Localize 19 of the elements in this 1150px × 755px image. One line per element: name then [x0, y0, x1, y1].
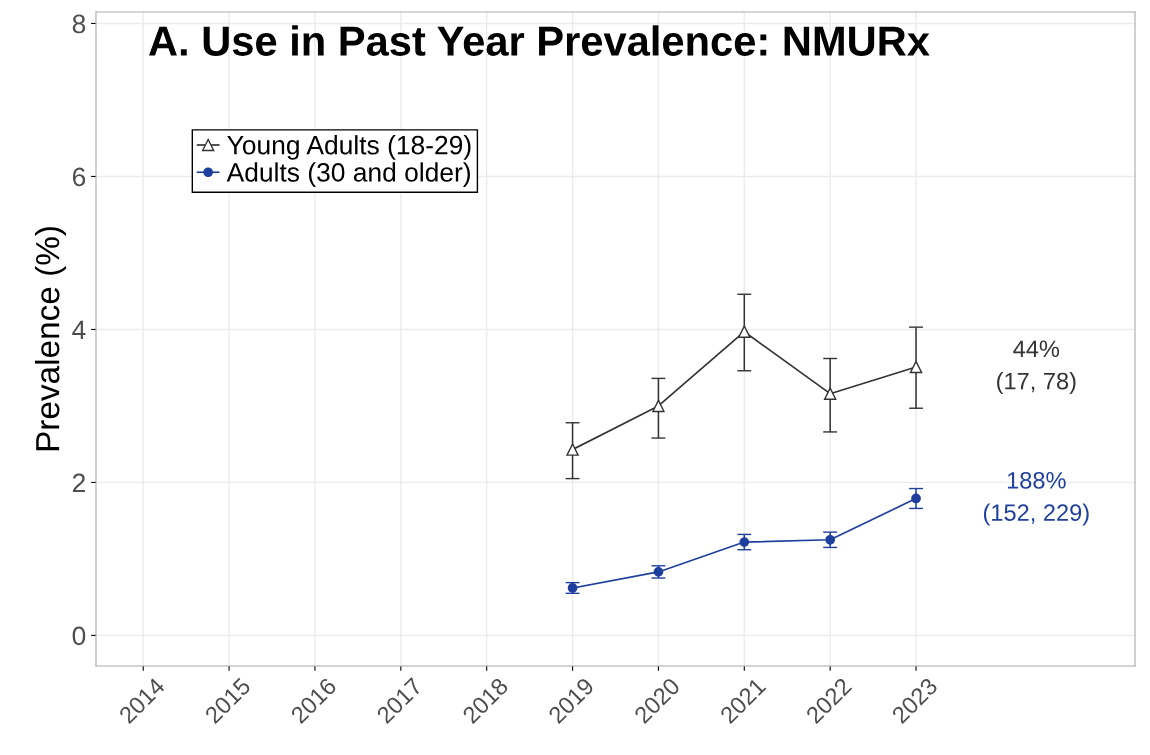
point — [909, 360, 923, 374]
annotation: 188% (152, 229) — [983, 471, 1089, 526]
point — [739, 537, 750, 547]
point — [652, 399, 665, 413]
legend-label: Adults (30 and older) — [226, 162, 470, 187]
annotation: 44% (17, 78) — [997, 340, 1076, 395]
point — [911, 493, 921, 504]
y-tick-label: 6 — [72, 167, 86, 187]
y-tick-label: 0 — [72, 626, 86, 646]
point — [823, 387, 837, 400]
point — [738, 325, 751, 338]
y-tick-label: 2 — [72, 473, 85, 492]
y-axis-title: Prevalence (%) — [34, 227, 67, 451]
legend-label: Young Adults (18-29) — [227, 135, 471, 160]
y-tick-label: 4 — [72, 320, 86, 339]
point — [825, 534, 836, 545]
point — [566, 443, 579, 456]
y-tick-label: 8 — [72, 14, 86, 34]
chart-title: A. Use in Past Year Prevalence: NMURx — [148, 25, 930, 56]
